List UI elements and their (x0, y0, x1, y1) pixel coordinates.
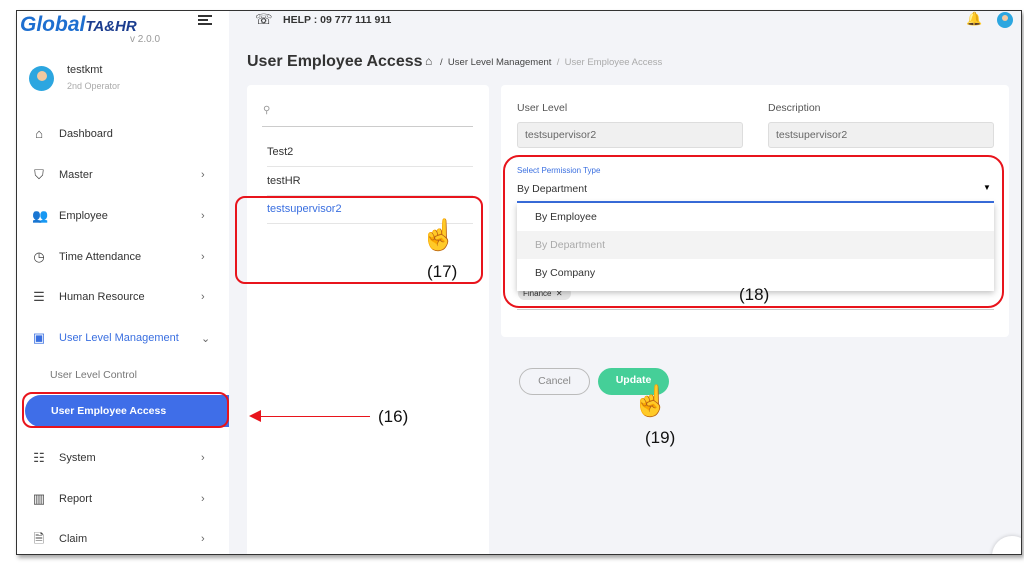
sidebar-item-human-resource[interactable]: ☰ Human Resource › (33, 289, 205, 304)
list-item[interactable]: testHR (267, 167, 473, 196)
logo: GlobalTA&HR (20, 13, 137, 36)
home-icon: ⌂ (35, 126, 43, 141)
annotation-label-16: (16) (378, 407, 409, 426)
arrow-head-icon (249, 410, 261, 422)
breadcrumb: / User Level Management / User Employee … (440, 57, 663, 68)
chevron-right-icon: › (201, 251, 205, 263)
sidebar-item-dashboard[interactable]: ⌂ Dashboard (17, 119, 229, 149)
annotation-label-17: (17) (427, 262, 458, 281)
chevron-right-icon: › (201, 493, 205, 505)
form-card: User Level testsupervisor2 Description t… (501, 85, 1009, 337)
remove-chip-icon[interactable]: ✕ (555, 289, 563, 298)
user-level-label: User Level (517, 102, 568, 114)
bell-icon[interactable]: 🔔 (966, 11, 983, 26)
sliders-icon: ☷ (33, 450, 45, 465)
chevron-down-icon: ⌄ (201, 332, 211, 345)
help-icon: ☏ (255, 11, 273, 27)
sidebar-item-user-level-management[interactable]: ▣ User Level Management ⌄ (32, 330, 211, 345)
sidebar-item-master[interactable]: ⛉ Master › (17, 160, 229, 190)
chart-icon: ▥ (32, 491, 46, 506)
list-item[interactable]: Test2 (267, 138, 473, 167)
user-list-card: ⚲ Test2 testHR testsupervisor2 (247, 85, 489, 554)
header-avatar[interactable] (997, 12, 1013, 28)
chip-field-underline (517, 309, 994, 310)
pointer-hand-icon: ☝ (420, 219, 458, 252)
option-by-company[interactable]: By Company (535, 267, 596, 279)
chevron-right-icon: › (201, 452, 205, 464)
user-role: 2nd Operator (67, 81, 121, 91)
person-list-icon: ☰ (33, 289, 45, 304)
sidebar-item-claim[interactable]: 🗎 Claim › (33, 531, 205, 546)
version: v 2.0.0 (130, 34, 161, 45)
users-icon: 👥 (32, 208, 49, 223)
home-icon[interactable]: ⌂ (425, 54, 433, 68)
permission-type-select[interactable]: By Department ▼ (517, 167, 994, 203)
list-item-selected[interactable]: testsupervisor2 (267, 195, 473, 224)
user-name: testkmt (67, 64, 103, 76)
sidebar: GlobalTA&HR v 2.0.0 testkmt 2nd Operator… (17, 11, 229, 554)
update-button[interactable]: Update (598, 368, 669, 395)
dropdown-arrow-icon: ▼ (983, 183, 991, 192)
page-title: User Employee Access (247, 53, 423, 70)
option-by-department[interactable]: By Department (517, 231, 994, 259)
sidebar-item-employee[interactable]: 👥 Employee › (32, 208, 205, 223)
sidebar-subitem-user-level-control[interactable]: User Level Control (50, 369, 137, 381)
chevron-right-icon: › (201, 210, 205, 222)
breadcrumb-current: User Employee Access (564, 57, 663, 68)
annotation-box-18 (503, 155, 1004, 308)
clock-icon: ◷ (33, 249, 45, 264)
document-icon: 🗎 (33, 531, 45, 546)
description-field: testsupervisor2 (768, 122, 994, 148)
chevron-right-icon: › (201, 291, 205, 303)
shield-icon: ⛉ (34, 167, 44, 182)
search-input[interactable] (262, 101, 473, 127)
app-window: GlobalTA&HR v 2.0.0 testkmt 2nd Operator… (16, 10, 1022, 555)
sidebar-item-time-attendance[interactable]: ◷ Time Attendance › (33, 249, 205, 264)
user-avatar (29, 66, 54, 91)
help-text: HELP : 09 777 111 911 (283, 14, 392, 26)
annotation-box-16 (22, 392, 229, 428)
permission-dropdown-menu: By Employee By Department By Company (517, 203, 994, 291)
annotation-box-17 (235, 196, 483, 284)
permission-type-label: Select Permission Type (517, 166, 601, 175)
cancel-button[interactable]: Cancel (519, 368, 590, 395)
annotation-arrow (258, 416, 370, 417)
description-label: Description (768, 102, 821, 114)
hamburger-menu-icon[interactable] (198, 13, 212, 27)
sidebar-item-system[interactable]: ☷ System › (33, 450, 205, 465)
user-level-field: testsupervisor2 (517, 122, 743, 148)
chevron-right-icon: › (201, 533, 205, 545)
annotation-label-18: (18) (739, 285, 770, 304)
id-card-icon: ▣ (32, 330, 46, 345)
annotation-label-19: (19) (645, 428, 676, 447)
sidebar-item-report[interactable]: ▥ Report › (32, 491, 205, 506)
chevron-right-icon: › (201, 169, 205, 181)
breadcrumb-item[interactable]: User Level Management (447, 57, 552, 68)
option-by-employee[interactable]: By Employee (535, 211, 597, 223)
chat-widget[interactable] (992, 536, 1021, 554)
sidebar-subitem-user-employee-access[interactable]: User Employee Access (25, 395, 229, 427)
pointer-hand-icon: ☝ (632, 385, 670, 418)
